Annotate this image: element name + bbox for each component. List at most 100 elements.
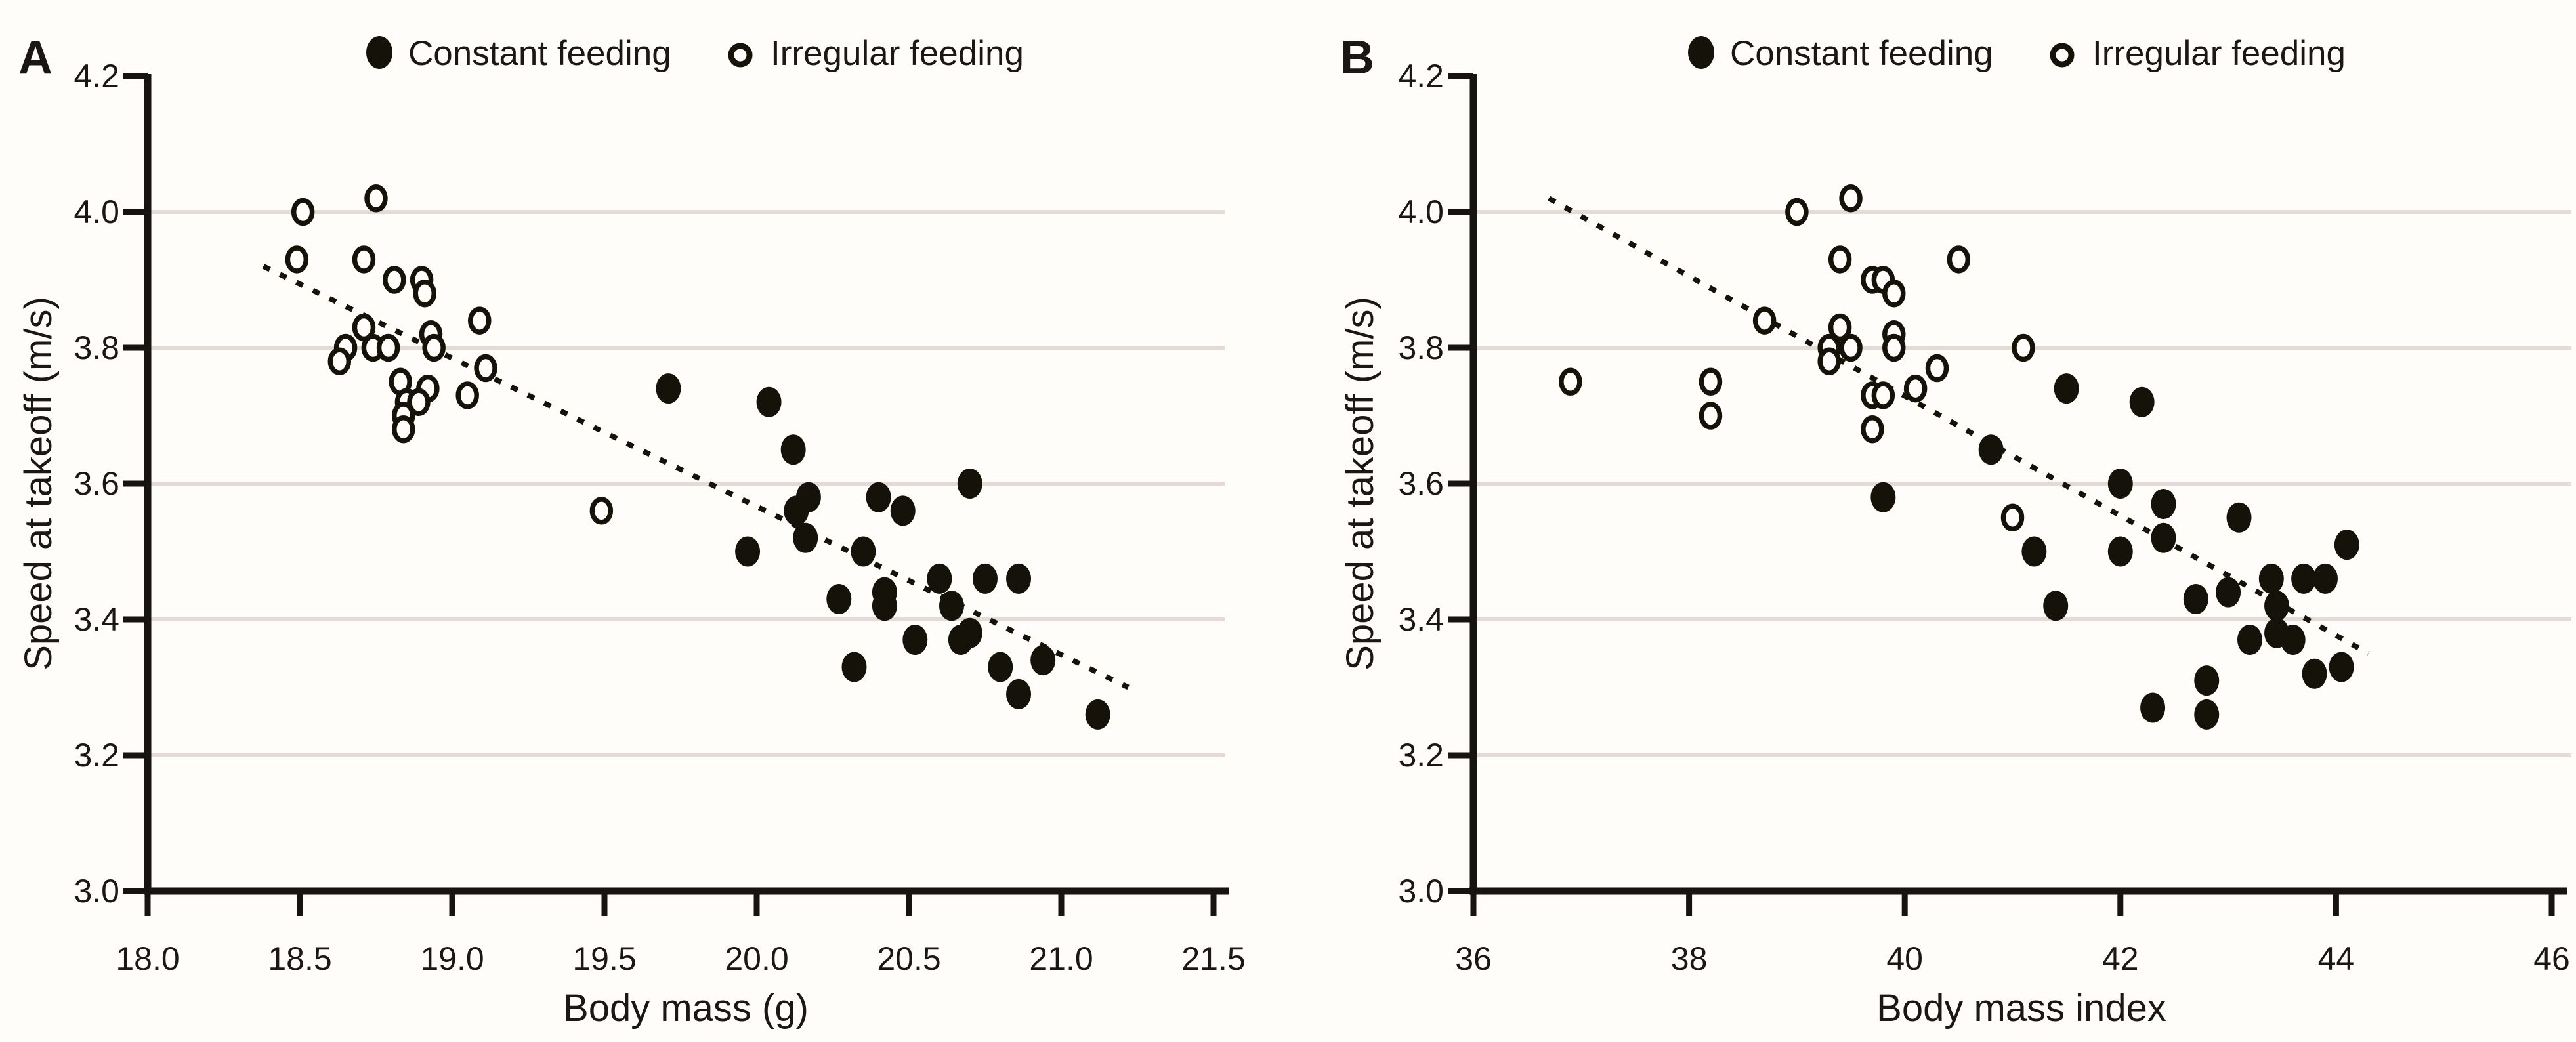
data-point-constant-feeding [2264, 591, 2290, 621]
data-point-constant-feeding [656, 373, 681, 404]
data-point-constant-feeding [2054, 373, 2079, 404]
data-point-irregular-feeding [392, 415, 415, 444]
y-tick-label: 4.2 [74, 58, 119, 94]
data-point-irregular-feeding [1752, 306, 1777, 335]
data-point-irregular-feeding [1839, 333, 1863, 362]
x-tick-label: 18.0 [116, 940, 179, 977]
x-tick-label: 18.5 [268, 940, 331, 977]
data-point-constant-feeding [902, 625, 928, 656]
data-point-irregular-feeding [422, 333, 446, 362]
data-point-constant-feeding [2334, 530, 2359, 560]
data-point-constant-feeding [2194, 665, 2220, 696]
panel-a-tick-labels: 3.0 3.2 3.4 3.6 3.8 4.0 4.2 18.0 18.5 19.0 19.5 20.… [74, 58, 1245, 977]
data-point-constant-feeding [2291, 563, 2317, 594]
data-point-irregular-feeding [474, 354, 497, 383]
data-point-constant-feeding [2151, 489, 2176, 520]
data-point-constant-feeding [890, 495, 916, 526]
data-point-irregular-feeding [1861, 415, 1884, 444]
data-point-irregular-feeding [1828, 245, 1852, 274]
data-point-constant-feeding [1006, 563, 1032, 594]
data-point-constant-feeding [1006, 678, 1032, 709]
data-point-constant-feeding [1978, 434, 2004, 465]
panel-b-gridlines [1477, 210, 2571, 757]
data-point-irregular-feeding [407, 388, 431, 417]
x-tick-label: 20.5 [877, 940, 940, 977]
data-point-constant-feeding [973, 563, 998, 594]
data-point-irregular-feeding [1559, 367, 1582, 396]
panel-a: A 3.0 3.2 3.4 3.6 3.8 4.0 4.2 18.0 18.5 19.0 19.5 2… [17, 31, 1246, 1030]
data-point-constant-feeding [2140, 692, 2166, 723]
data-point-constant-feeding [2216, 577, 2241, 608]
data-point-constant-feeding [2043, 591, 2069, 621]
data-point-irregular-feeding [468, 306, 492, 335]
data-point-irregular-feeding [2000, 503, 2025, 531]
y-tick-label: 3.0 [1398, 873, 1444, 909]
data-point-irregular-feeding [1817, 347, 1841, 375]
data-point-constant-feeding [988, 652, 1013, 682]
data-point-constant-feeding [2312, 563, 2338, 594]
data-point-irregular-feeding [1882, 279, 1906, 308]
data-point-irregular-feeding [285, 245, 309, 274]
data-point-irregular-feeding [413, 279, 436, 308]
data-point-irregular-feeding [352, 245, 376, 274]
y-tick-label: 4.0 [74, 194, 119, 230]
data-point-constant-feeding [2021, 536, 2047, 567]
panel-b-points [1559, 184, 2359, 730]
data-point-irregular-feeding [291, 198, 315, 226]
data-point-constant-feeding [2194, 699, 2220, 730]
x-tick-label: 21.0 [1029, 940, 1093, 977]
legend-irregular-feeding-label: Irregular feeding [771, 34, 1024, 73]
y-tick-label: 3.0 [74, 873, 119, 909]
data-point-constant-feeding [2151, 522, 2176, 553]
data-point-irregular-feeding [1903, 374, 1928, 403]
legend-constant-feeding-icon [1688, 36, 1714, 69]
legend-constant-feeding-icon [366, 36, 392, 69]
data-point-irregular-feeding [1699, 402, 1723, 430]
panel-b-x-axis-title: Body mass index [1876, 987, 2166, 1030]
y-tick-label: 3.4 [1398, 601, 1444, 638]
data-point-constant-feeding [851, 536, 876, 567]
y-tick-label: 4.0 [1398, 194, 1444, 230]
x-tick-label: 38 [1671, 940, 1708, 977]
panel-b-letter: B [1340, 31, 1374, 84]
legend-irregular-feeding-icon [728, 43, 753, 68]
panel-a-letter: A [18, 31, 53, 84]
panel-a-ticks [123, 73, 1217, 916]
legend-irregular-feeding-icon [2050, 43, 2075, 68]
y-tick-label: 3.8 [74, 329, 119, 366]
data-point-constant-feeding [2329, 652, 2354, 682]
data-point-constant-feeding [948, 625, 973, 656]
x-tick-label: 46 [2533, 940, 2570, 977]
panel-b-y-axis-title: Speed at takeoff (m/s) [1339, 297, 1382, 671]
data-point-constant-feeding [2237, 625, 2262, 656]
y-tick-label: 3.2 [74, 737, 119, 774]
legend-constant-feeding-label: Constant feeding [1730, 34, 1993, 73]
data-point-constant-feeding [927, 563, 952, 594]
y-tick-label: 3.8 [1398, 329, 1444, 366]
panel-b: B 3.0 3.2 3.4 3.6 3.8 4.0 4.2 36 38 40 42 44 46 Body… [1339, 31, 2571, 1030]
data-point-constant-feeding [2258, 563, 2284, 594]
data-point-constant-feeding [957, 469, 982, 499]
data-point-constant-feeding [2107, 536, 2133, 567]
data-point-irregular-feeding [1828, 313, 1852, 342]
panel-a-trend [262, 264, 1130, 690]
data-point-irregular-feeding [455, 381, 479, 409]
x-tick-label: 44 [2318, 940, 2355, 977]
data-point-constant-feeding [735, 536, 761, 567]
y-tick-label: 4.2 [1398, 58, 1444, 94]
data-point-irregular-feeding [1925, 354, 1949, 383]
x-tick-label: 19.5 [572, 940, 636, 977]
x-tick-label: 20.0 [725, 940, 788, 977]
data-point-constant-feeding [841, 652, 867, 682]
data-point-constant-feeding [2107, 469, 2133, 499]
data-point-constant-feeding [784, 495, 809, 526]
data-point-constant-feeding [756, 386, 782, 417]
data-point-constant-feeding [2226, 502, 2252, 533]
panel-b-tick-labels: 3.0 3.2 3.4 3.6 3.8 4.0 4.2 36 38 40 42 44 46 [1398, 58, 2569, 977]
y-tick-label: 3.2 [1398, 737, 1444, 774]
x-tick-label: 21.5 [1181, 940, 1245, 977]
y-tick-label: 3.4 [74, 601, 119, 638]
data-point-irregular-feeding [1947, 245, 1971, 274]
data-point-constant-feeding [780, 434, 806, 465]
